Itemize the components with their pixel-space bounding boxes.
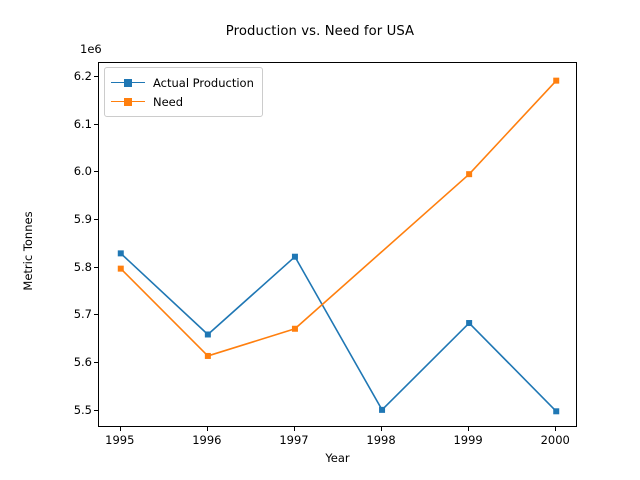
y-axis-tick-label: 5.5	[73, 402, 92, 417]
y-axis-tick-label: 5.7	[73, 307, 92, 322]
series-2	[117, 77, 560, 359]
plot-inner	[99, 63, 576, 426]
y-axis-tick-label: 5.8	[73, 259, 92, 274]
x-axis-tick-label: 2000	[540, 433, 570, 447]
legend-item-label: Need	[153, 94, 184, 109]
data-point-marker	[466, 320, 473, 327]
y-axis-tick-mark	[94, 266, 98, 268]
data-point-marker	[117, 265, 124, 272]
x-axis-tick-mark	[381, 427, 383, 431]
data-point-marker	[553, 408, 560, 415]
x-axis-tick-mark	[468, 427, 470, 431]
data-point-marker	[379, 406, 386, 413]
y-axis-label: Metric Tonnes	[21, 211, 35, 291]
data-point-marker	[204, 352, 211, 359]
legend-marker-icon	[124, 78, 132, 87]
data-point-marker	[291, 253, 298, 260]
chart-legend: Actual Production Need	[104, 67, 263, 117]
y-axis-tick-label: 5.6	[73, 355, 92, 370]
y-axis-tick-labels: 5.5 5.6 5.7 5.8 5.9 6.0 6.1 6.2	[40, 0, 92, 480]
series-1	[117, 250, 560, 415]
x-axis-tick-label: 1998	[366, 433, 396, 447]
x-axis-tick-mark	[555, 427, 557, 431]
y-axis-tick-mark	[94, 362, 98, 364]
y-axis-tick-mark	[94, 123, 98, 125]
y-axis-tick-mark	[94, 218, 98, 220]
x-axis-tick-mark	[206, 427, 208, 431]
series-line	[119, 252, 558, 413]
data-point-marker	[204, 331, 211, 338]
x-axis-tick-label: 1995	[105, 433, 135, 447]
y-axis-tick-mark	[94, 409, 98, 411]
x-axis-label: Year	[325, 451, 350, 465]
y-axis-offset-label: 1e6	[80, 42, 102, 56]
y-axis-tick-label: 6.2	[73, 68, 92, 83]
data-point-marker	[466, 171, 473, 178]
x-axis-tick-label: 1996	[192, 433, 222, 447]
y-axis-tick-mark	[94, 171, 98, 173]
legend-marker-icon	[124, 97, 132, 106]
data-point-marker	[117, 250, 124, 257]
legend-swatch-icon	[111, 95, 145, 109]
y-axis-tick-label: 6.0	[73, 164, 92, 179]
y-axis-tick-mark	[94, 314, 98, 316]
y-axis-tick-label: 6.1	[73, 116, 92, 131]
legend-item[interactable]: Need	[111, 92, 254, 111]
x-axis-tick-label: 1999	[453, 433, 483, 447]
x-axis-tick-mark	[119, 427, 121, 431]
x-axis-tick-mark	[293, 427, 295, 431]
legend-item[interactable]: Actual Production	[111, 73, 254, 92]
legend-item-label: Actual Production	[153, 75, 254, 90]
data-point-marker	[553, 77, 560, 84]
page-title: Production vs. Need for USA	[225, 24, 415, 39]
data-point-marker	[291, 325, 298, 332]
legend-swatch-icon	[111, 76, 145, 90]
x-axis-tick-label: 1997	[279, 433, 309, 447]
series-canvas	[117, 77, 560, 415]
y-axis-tick-mark	[94, 75, 98, 77]
y-axis-tick-label: 5.9	[73, 211, 92, 226]
plot-area	[98, 62, 577, 427]
